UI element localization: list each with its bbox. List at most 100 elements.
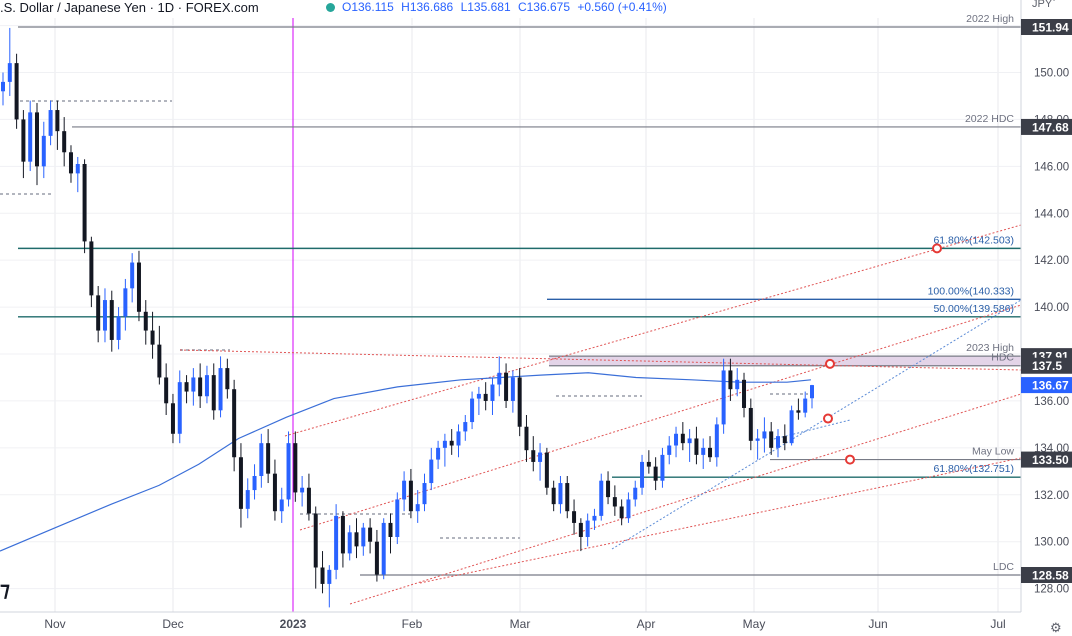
candle-body bbox=[531, 450, 536, 462]
channel-line bbox=[349, 393, 1022, 605]
candle bbox=[531, 436, 536, 472]
candle-body bbox=[374, 541, 379, 575]
candle bbox=[708, 436, 713, 462]
candle bbox=[313, 506, 318, 589]
time-tick-label: 2023 bbox=[280, 617, 307, 631]
candle bbox=[143, 300, 148, 345]
price-tag bbox=[1021, 357, 1072, 374]
candle bbox=[123, 278, 128, 331]
moving-average-line bbox=[0, 372, 811, 552]
candle-body bbox=[735, 379, 740, 390]
candle-body bbox=[796, 410, 801, 413]
candle bbox=[810, 384, 814, 409]
market-status-icon bbox=[326, 3, 335, 12]
channel-line bbox=[284, 224, 1022, 437]
candle bbox=[572, 499, 577, 535]
candle bbox=[422, 473, 427, 512]
candle-body bbox=[585, 520, 590, 537]
candle bbox=[748, 398, 753, 451]
time-axis[interactable]: Nov Dec 2023 Feb Mar Apr May Jun Jul ⁊ bbox=[0, 579, 1021, 632]
resistance-band bbox=[549, 356, 1021, 366]
candle bbox=[735, 368, 740, 397]
candle-body bbox=[674, 433, 679, 446]
candle bbox=[633, 480, 638, 507]
channel-line bbox=[179, 349, 1022, 371]
candle-body bbox=[551, 487, 556, 505]
candle-body bbox=[164, 377, 169, 404]
candle bbox=[245, 478, 250, 519]
candle-body bbox=[497, 372, 502, 385]
price-tick-label: 142.00 bbox=[1034, 255, 1069, 267]
currency-selector[interactable]: JPYˇ bbox=[1032, 0, 1056, 10]
candle-body bbox=[422, 483, 427, 505]
settings-gear-icon[interactable]: ⚙ bbox=[1050, 620, 1062, 635]
candle bbox=[368, 518, 373, 554]
close-value: C136.675 bbox=[517, 0, 571, 14]
candle-body bbox=[483, 393, 488, 401]
price-tag-label: 147.68 bbox=[1032, 120, 1069, 134]
price-tag-label: 128.58 bbox=[1032, 569, 1069, 583]
price-tag bbox=[1021, 451, 1072, 468]
resistance-zone bbox=[549, 356, 1021, 366]
candle bbox=[680, 422, 685, 451]
tradingview-logo-icon: ⁊ bbox=[0, 579, 10, 601]
symbol-title[interactable]: .S. Dollar / Japanese Yen · 1D · FOREX.c… bbox=[0, 0, 259, 15]
candle bbox=[510, 370, 515, 413]
candle bbox=[558, 476, 563, 514]
candle-body bbox=[136, 262, 141, 312]
target-markers bbox=[823, 243, 942, 465]
candle-body bbox=[544, 452, 549, 488]
time-tick-label: Jul bbox=[990, 617, 1005, 631]
price-tick-label: 150.00 bbox=[1034, 68, 1069, 80]
candle bbox=[762, 417, 767, 453]
candle bbox=[136, 250, 141, 322]
candle-body bbox=[225, 368, 230, 390]
candle bbox=[606, 471, 611, 505]
candle bbox=[164, 363, 169, 416]
candle bbox=[68, 145, 73, 183]
candle bbox=[320, 551, 325, 594]
candle bbox=[306, 473, 311, 521]
candle bbox=[327, 565, 332, 608]
candle bbox=[640, 454, 645, 495]
candle-body bbox=[28, 112, 33, 162]
price-axis[interactable]: 128.00130.00132.00134.00136.00138.00140.… bbox=[1020, 0, 1072, 632]
candle-body bbox=[504, 372, 509, 401]
candle bbox=[599, 473, 604, 521]
candle-body bbox=[599, 480, 604, 516]
candle bbox=[565, 476, 570, 519]
chart-grid bbox=[0, 18, 1021, 612]
candle bbox=[701, 438, 706, 469]
candle bbox=[504, 363, 509, 408]
candle bbox=[721, 358, 726, 434]
candle bbox=[436, 440, 441, 469]
candle bbox=[75, 156, 80, 193]
level-label: May Low bbox=[972, 446, 1014, 458]
candle bbox=[191, 368, 196, 406]
candle-body bbox=[538, 452, 543, 462]
candle bbox=[517, 368, 522, 437]
level-label: LDC bbox=[993, 561, 1014, 573]
candle bbox=[674, 426, 679, 458]
candle-body bbox=[340, 515, 345, 554]
candle bbox=[41, 121, 46, 179]
candle bbox=[538, 443, 543, 481]
level-label: 2022 HDC bbox=[965, 113, 1014, 125]
candle-body bbox=[510, 377, 515, 401]
candle bbox=[782, 424, 787, 451]
candle bbox=[96, 285, 101, 343]
candle-body bbox=[667, 445, 672, 455]
support-trendline bbox=[769, 419, 851, 441]
candle-body bbox=[660, 454, 665, 481]
candle-body bbox=[272, 473, 277, 512]
level-label: 100.00%(140.333) bbox=[928, 285, 1014, 297]
candle-body bbox=[75, 164, 80, 174]
candle bbox=[21, 110, 26, 179]
candle-body bbox=[48, 110, 53, 136]
candle bbox=[626, 492, 631, 523]
candle-body bbox=[123, 288, 128, 317]
candle bbox=[789, 405, 794, 446]
candle-body bbox=[395, 499, 400, 537]
candle-body bbox=[762, 431, 767, 439]
